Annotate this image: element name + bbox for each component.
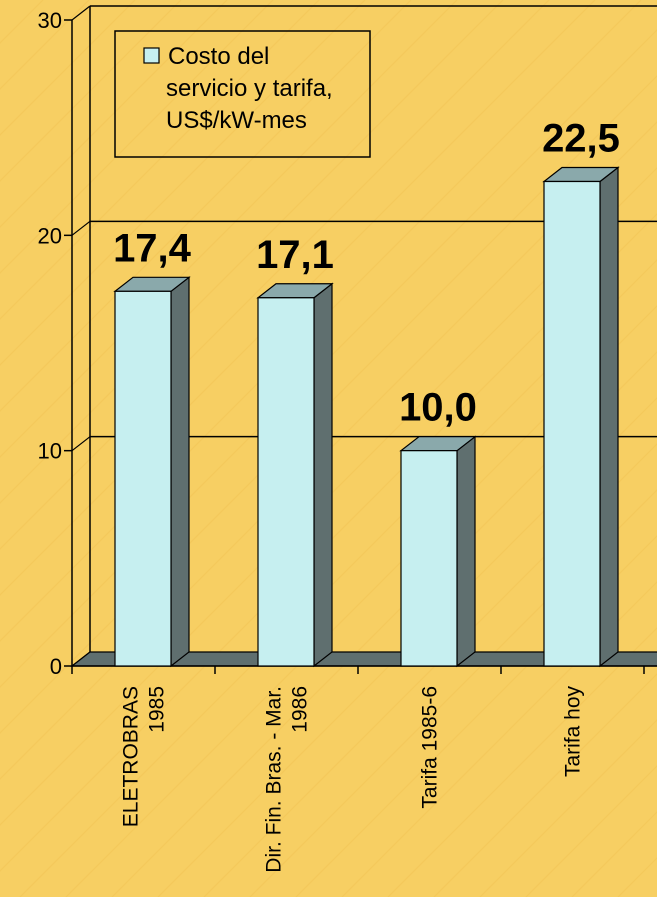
x-tick-label: Tarifa hoy xyxy=(562,686,585,778)
background-texture xyxy=(0,0,365,897)
x-tick-label-line: 1986 xyxy=(289,686,312,733)
y-tick-label: 10 xyxy=(38,439,62,464)
legend-label: Costo del xyxy=(168,43,269,70)
x-tick-label: Tarifa 1985-6 xyxy=(419,686,442,809)
y-tick-label: 0 xyxy=(50,654,62,679)
background-texture xyxy=(341,581,657,897)
legend-swatch xyxy=(143,47,160,64)
background-texture xyxy=(0,0,457,897)
background-texture xyxy=(249,489,657,897)
bar xyxy=(114,290,172,667)
background-texture xyxy=(0,0,320,320)
bar xyxy=(400,450,458,667)
gridline-connector xyxy=(71,220,91,236)
x-tick-label-line: Tarifa 1985-6 xyxy=(419,686,442,809)
x-tick-label-line: ELETROBRAS xyxy=(120,686,143,827)
background-texture xyxy=(0,0,411,897)
data-label: 17,1 xyxy=(256,233,334,277)
background-texture xyxy=(0,0,549,897)
background-texture xyxy=(387,627,657,897)
x-tick-label-line: 1985 xyxy=(146,686,169,733)
x-tick-label: Dir. Fin. Bras. - Mar. 1986 xyxy=(263,686,312,873)
background-texture xyxy=(617,857,657,897)
gridline-connector xyxy=(71,5,91,21)
x-tick-label-line: Dir. Fin. Bras. - Mar. xyxy=(263,686,286,873)
background-texture xyxy=(0,0,503,897)
background-texture xyxy=(203,443,657,897)
data-label: 17,4 xyxy=(113,226,192,270)
y-tick-label: 30 xyxy=(38,8,62,33)
legend-label: US$/kW-mes xyxy=(166,107,307,134)
background-texture xyxy=(0,0,274,274)
data-label: 22,5 xyxy=(542,117,620,161)
x-tick-label: ELETROBRAS 1985 xyxy=(120,686,169,827)
bar-side xyxy=(599,166,619,668)
background-texture xyxy=(0,0,228,228)
y-tick-label: 20 xyxy=(38,223,62,248)
background-texture xyxy=(295,535,657,897)
data-label: 10,0 xyxy=(399,386,477,430)
bar-side xyxy=(170,276,190,668)
background-texture xyxy=(65,305,657,897)
background-texture xyxy=(0,0,182,182)
bar-side xyxy=(313,282,333,668)
bar-side xyxy=(456,435,476,668)
background-texture xyxy=(0,0,641,897)
legend-label: servicio y tarifa, xyxy=(166,75,333,102)
gridline-connector xyxy=(71,436,91,452)
background-texture xyxy=(433,673,657,897)
x-tick-label-line: Tarifa hoy xyxy=(562,686,585,778)
background-texture xyxy=(479,719,657,897)
bar xyxy=(257,297,315,667)
legend-box xyxy=(114,30,371,158)
bar xyxy=(543,180,601,667)
